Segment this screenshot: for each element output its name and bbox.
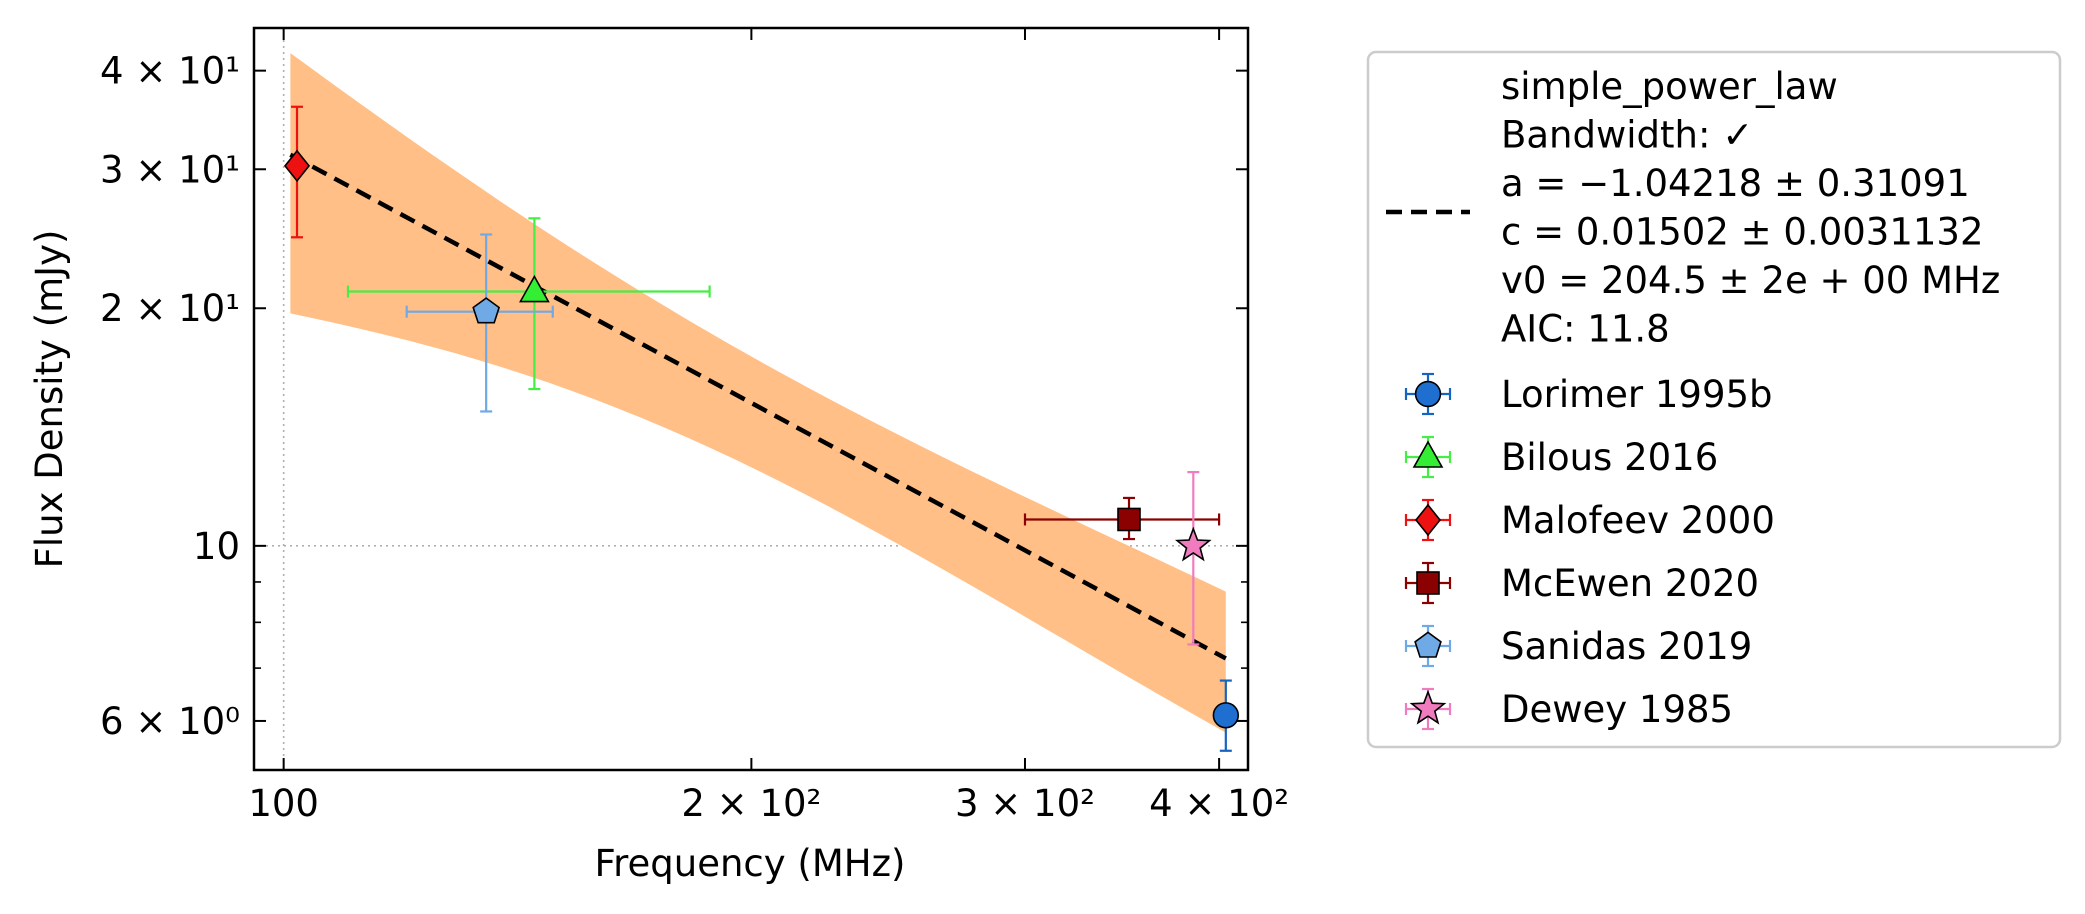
legend-fit-text: AIC: 11.8 <box>1501 308 1670 351</box>
data-point <box>519 274 550 303</box>
series-lorimer-1995b <box>1212 679 1240 752</box>
legend-marker <box>1412 440 1444 468</box>
legend-fit-text: a = −1.04218 ± 0.31091 <box>1501 162 1970 205</box>
y-tick-label: 6 × 10⁰ <box>100 700 240 743</box>
data-point <box>283 149 311 183</box>
legend-label: McEwen 2020 <box>1501 562 1759 605</box>
y-axis-label: Flux Density (mJy) <box>28 230 71 569</box>
legend-label: Dewey 1985 <box>1501 688 1733 731</box>
axis-ticks: 100 2 × 10² 3 × 10² 4 × 10² 6 × 10⁰ 10 2 × 10¹… <box>100 28 1289 825</box>
legend-entry: Dewey 1985 <box>1404 687 1733 731</box>
legend-marker <box>1409 689 1447 725</box>
fit-line <box>289 152 1227 661</box>
legend: simple_power_law Bandwidth: ✓ a = −1.04218… <box>1366 50 2062 749</box>
y-tick-label: 3 × 10¹ <box>100 148 240 191</box>
legend-label: Bilous 2016 <box>1501 436 1718 479</box>
series-malofeev-2000 <box>283 105 311 239</box>
legend-entry: Bilous 2016 <box>1404 435 1718 479</box>
series-bilous-2016 <box>346 217 711 391</box>
data-point <box>1174 526 1212 562</box>
series-mcewen-2020 <box>1023 496 1221 541</box>
legend-fit-text: v0 = 204.5 ± 2e + 00 MHz <box>1501 259 2000 302</box>
x-tick-label: 4 × 10² <box>1149 782 1289 825</box>
y-tick-label: 2 × 10¹ <box>100 287 240 330</box>
x-axis-label: Frequency (MHz) <box>595 842 906 885</box>
series-sanidas-2019 <box>405 233 554 413</box>
legend-label: Sanidas 2019 <box>1501 625 1752 668</box>
legend-entry-fit: simple_power_law Bandwidth: ✓ a = −1.04218… <box>1386 65 2000 351</box>
data-point <box>472 297 501 324</box>
legend-entry: McEwen 2020 <box>1404 561 1759 605</box>
legend-label: Lorimer 1995b <box>1501 373 1773 416</box>
legend-marker <box>1414 503 1442 537</box>
legend-marker <box>1414 631 1442 658</box>
data-point <box>1212 702 1240 729</box>
legend-fit-text: Bandwidth: ✓ <box>1501 114 1753 157</box>
plot-area <box>254 28 1248 770</box>
legend-marker <box>1414 380 1442 408</box>
legend-frame <box>1366 50 2062 749</box>
legend-fit-text: simple_power_law <box>1501 65 1838 108</box>
data-point <box>1117 507 1141 532</box>
confidence-band <box>290 53 1226 733</box>
x-tick-label: 100 <box>248 782 319 825</box>
legend-entry: Malofeev 2000 <box>1404 498 1775 542</box>
legend-entry: Sanidas 2019 <box>1404 624 1752 668</box>
y-tick-label: 4 × 10¹ <box>100 50 240 93</box>
series-dewey-1985 <box>1174 471 1212 646</box>
legend-marker <box>1416 571 1440 595</box>
y-tick-label: 10 <box>193 525 240 568</box>
x-tick-label: 3 × 10² <box>955 782 1095 825</box>
legend-fit-text: c = 0.01502 ± 0.0031132 <box>1501 211 1983 254</box>
legend-entry: Lorimer 1995b <box>1404 372 1773 416</box>
legend-label: Malofeev 2000 <box>1501 499 1775 542</box>
x-tick-label: 2 × 10² <box>681 782 821 825</box>
